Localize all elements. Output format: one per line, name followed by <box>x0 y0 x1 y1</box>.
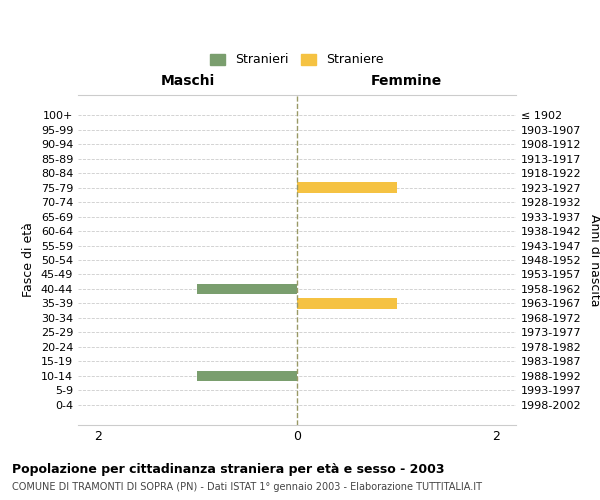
Y-axis label: Anni di nascita: Anni di nascita <box>588 214 600 306</box>
Text: COMUNE DI TRAMONTI DI SOPRA (PN) - Dati ISTAT 1° gennaio 2003 - Elaborazione TUT: COMUNE DI TRAMONTI DI SOPRA (PN) - Dati … <box>12 482 482 492</box>
Bar <box>197 284 297 294</box>
Y-axis label: Fasce di età: Fasce di età <box>22 222 35 298</box>
Bar <box>197 370 297 381</box>
Text: Maschi: Maschi <box>160 74 215 88</box>
Bar <box>297 182 397 193</box>
Bar <box>297 298 397 308</box>
Legend: Stranieri, Straniere: Stranieri, Straniere <box>205 48 389 72</box>
Text: Popolazione per cittadinanza straniera per età e sesso - 2003: Popolazione per cittadinanza straniera p… <box>12 462 445 475</box>
Text: Femmine: Femmine <box>371 74 442 88</box>
